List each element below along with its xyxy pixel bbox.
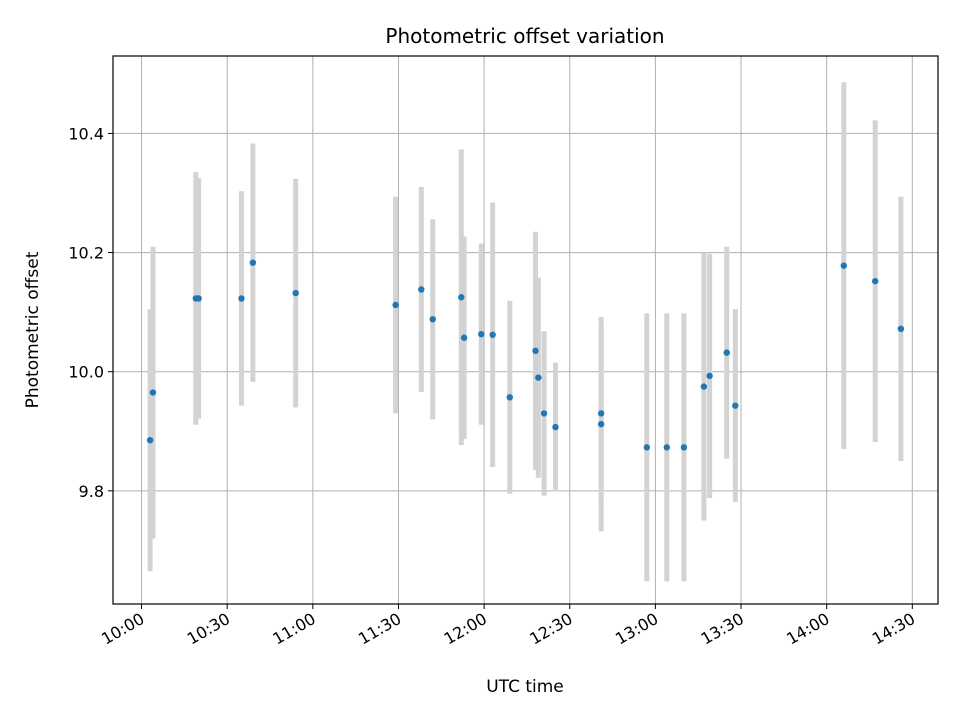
data-point [535, 374, 542, 381]
x-axis: 10:00 10:30 11:00 11:30 12:00 12:30 13:00 13:30… [98, 604, 918, 649]
data-point [840, 262, 847, 269]
x-tick-label: 14:30 [869, 609, 918, 649]
error-bars [147, 82, 904, 582]
data-point [249, 259, 257, 266]
x-tick-label: 13:30 [698, 609, 747, 649]
data-point [458, 294, 465, 301]
grid [113, 56, 938, 604]
y-tick-label: 10.0 [68, 363, 104, 382]
data-point [460, 334, 468, 341]
data-points [146, 259, 905, 451]
data-point [663, 444, 671, 451]
data-point [489, 331, 496, 338]
x-axis-label: UTC time [486, 677, 564, 697]
data-point [597, 410, 605, 417]
data-point [680, 444, 688, 451]
data-point [478, 330, 485, 338]
chart-title: Photometric offset variation [385, 24, 664, 48]
y-tick-label: 10.4 [68, 124, 104, 143]
y-axis-label: Photometric offset [23, 251, 43, 408]
data-point [597, 420, 605, 428]
x-tick-label: 10:30 [184, 609, 233, 649]
y-axis: 9.8 10.0 10.2 10.4 [68, 124, 113, 501]
data-point [506, 394, 513, 401]
x-tick-label: 13:00 [612, 609, 661, 649]
data-point [292, 289, 299, 297]
plot-frame [112, 55, 939, 605]
data-point [149, 389, 157, 396]
x-tick-label: 12:30 [526, 609, 575, 649]
data-point [643, 444, 651, 451]
y-tick-label: 10.2 [68, 244, 104, 263]
data-point [723, 349, 730, 356]
data-point [418, 286, 425, 293]
data-point [429, 316, 436, 323]
data-point [706, 372, 713, 380]
data-point [238, 295, 245, 302]
data-point [700, 383, 708, 390]
data-point [552, 423, 559, 431]
data-point [146, 436, 154, 444]
data-point [897, 325, 905, 333]
data-point [732, 402, 739, 409]
data-point [871, 277, 879, 285]
data-point [392, 301, 399, 309]
x-tick-label: 11:00 [269, 609, 318, 649]
data-point [532, 347, 539, 355]
x-tick-label: 10:00 [98, 609, 147, 649]
data-point [540, 410, 548, 417]
data-point [195, 295, 202, 302]
x-tick-label: 12:00 [441, 609, 490, 649]
y-tick-label: 9.8 [79, 482, 104, 501]
x-tick-label: 14:00 [783, 609, 832, 649]
x-tick-label: 11:30 [355, 609, 404, 649]
